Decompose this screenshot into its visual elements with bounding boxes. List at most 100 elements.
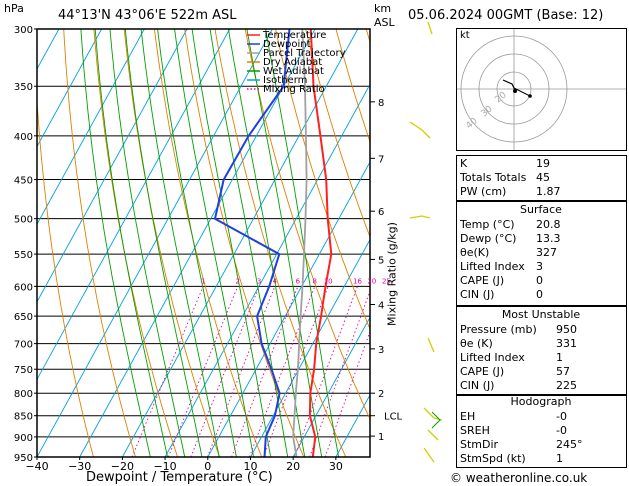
pressure-tick-label: 450 [14,176,33,187]
km-tick-label: 5 [378,255,384,266]
index-row-pw: PW (cm) 1.87 [460,185,561,198]
dry-adiabat-line [184,29,305,457]
wind-barb [427,21,433,35]
mixing-ratio-label: 6 [296,277,301,285]
dry-adiabat-line [305,29,370,239]
mu-row: CIN (J) 225 [460,379,577,392]
mixing-ratio-label: 2 [236,277,240,285]
legend-item: Mixing Ratio [263,84,325,95]
wet-adiabat-line [109,29,186,457]
hodograph-ring-label: 40 [465,116,480,131]
mixing-ratio-label: 25 [382,277,391,285]
pressure-tick-label: 850 [14,412,33,423]
hodograph-panel: 40 30 20 kt [456,28,627,151]
wet-adiabat-line [227,29,306,457]
surface-row: CIN (J) 0 [460,288,543,301]
pressure-tick-label: 800 [14,389,33,400]
km-tick-label: 2 [378,389,384,400]
wet-adiabat-line [157,29,237,457]
dry-adiabat-line [275,29,370,331]
x-tick-label: −20 [111,460,134,473]
legend-item: Wet Adiabat [263,66,324,77]
wet-adiabat-line [265,29,340,457]
pressure-tick-label: 600 [14,282,33,293]
mixing-ratio-label: 20 [367,277,376,285]
datetime-title: 05.06.2024 00GMT (Base: 12) [408,8,604,23]
index-row-k: K 19 [460,157,550,170]
isotherm-line [37,29,231,381]
most-unstable-title: Most Unstable [501,308,581,321]
wind-barb [427,337,435,353]
pressure-tick-label: 700 [14,340,33,351]
pressure-tick-label: 550 [14,250,33,261]
mixing-ratio-label: 4 [273,277,278,285]
isotherm-line [207,161,370,457]
hodo-row: StmDir 245° [460,438,583,451]
mixing-ratio-line [294,286,358,457]
km-tick-label: 3 [378,345,384,356]
legend-item: Dewpoint [263,39,311,50]
hodograph-indices-title: Hodograph [510,395,572,408]
x-tick-label: 30 [329,460,343,473]
mixing-ratio-line [190,286,260,457]
hodograph-kt-label: kt [460,30,470,41]
mixing-ratio-label: 3 [257,277,261,285]
hodo-row: EH -0 [460,410,567,423]
dry-adiabat-line [244,29,370,421]
series-temperature [308,29,333,457]
pressure-tick-label: 650 [14,312,33,323]
legend-item: Parcel Trajectory [263,48,346,59]
mixing-ratio-line [131,286,204,457]
mu-row: θe (K) 331 [460,337,577,350]
isotherm-line [37,29,145,226]
wet-adiabat-line [191,29,272,457]
km-tick-label: 7 [378,154,384,165]
pressure-tick-label: 300 [14,25,33,36]
mixing-ratio-label: 10 [324,277,333,285]
hodograph-indices-box [456,394,627,468]
wind-barb [423,447,435,463]
isotherm-line [292,316,370,457]
isotherm-line [79,29,316,457]
mixing-ratio-label: 16 [353,277,362,285]
pressure-tick-label: 500 [14,215,33,226]
km-tick-label: 8 [378,98,384,109]
x-tick-label: 20 [286,460,300,473]
most-unstable-box [456,306,627,396]
pressure-tick-label: 400 [14,132,33,143]
wet-adiabat-line [94,29,168,457]
dry-adiabat-line [214,29,347,457]
wind-barb [409,121,431,139]
dry-adiabat-line [93,29,178,457]
pressure-tick-label: 750 [14,365,33,376]
series-parcel-trajectory [292,29,308,457]
mixing-ratio-line [167,286,239,457]
x-tick-label: −30 [68,460,91,473]
location-title: 44°13'N 43°06'E 522m ASL [58,8,237,23]
surface-row: θe(K) 327 [460,246,557,259]
surface-row: Dewp (°C) 13.3 [460,232,561,245]
km-tick-label: 6 [378,207,384,218]
wind-barb [431,411,441,429]
mixing-ratio-line [309,290,370,457]
wet-adiabat-line [124,29,203,457]
legend-item: Isotherm [263,75,308,86]
dry-adiabat-line [37,94,94,457]
plot-frame [36,28,371,458]
pressure-tick-label: 900 [14,433,33,444]
isotherm-line [250,238,370,457]
legend-item: Dry Adiabat [263,57,323,68]
wet-adiabat-line [209,29,289,457]
surface-row: Temp (°C) 20.8 [460,218,561,231]
mu-row: Pressure (mb) 950 [460,323,577,336]
indices-box [456,155,627,201]
lcl-label: LCL [384,412,403,423]
wet-adiabat-line [246,29,323,457]
mixing-ratio-line [231,286,299,457]
isotherm-line [37,29,103,148]
mu-row: Lifted Index 1 [460,351,563,364]
mixing-ratio-axis-label: Mixing Ratio (g/kg) [385,222,399,326]
mixing-ratio-label: 1 [201,277,205,285]
isotherm-line [164,83,370,457]
